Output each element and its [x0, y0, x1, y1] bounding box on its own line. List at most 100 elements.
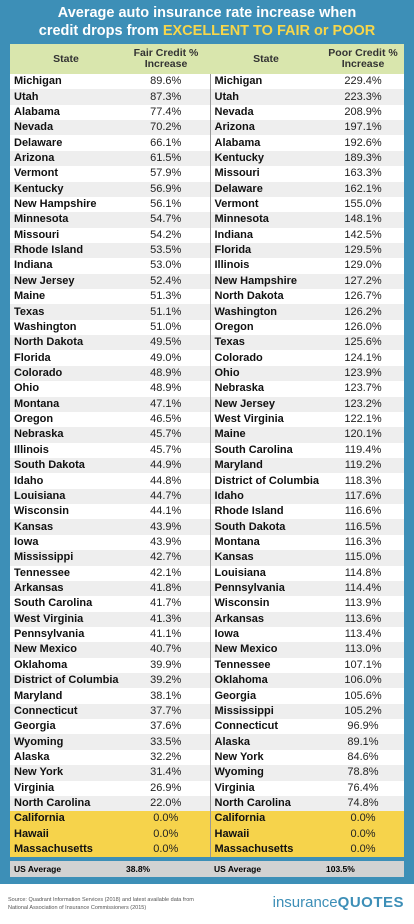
table-row: Michigan 89.6% Michigan 229.4% — [10, 74, 404, 90]
column-header: Fair Credit % Increase — [122, 44, 210, 74]
rate-cell: 119.2% — [322, 457, 404, 474]
table-row: Maine 51.3% North Dakota 126.7% — [10, 289, 404, 305]
state-cell: Indiana — [10, 258, 122, 274]
rate-cell: 42.1% — [122, 565, 210, 581]
table-row: Maryland 38.1% Georgia 105.6% — [10, 688, 404, 704]
table-row: Nebraska 45.7% Maine 120.1% — [10, 427, 404, 443]
state-cell: Arizona — [209, 120, 322, 136]
rate-cell: 87.3% — [122, 89, 210, 105]
rate-cell: 84.6% — [322, 749, 404, 766]
state-cell: Pennsylvania — [209, 580, 322, 597]
rate-cell: 41.7% — [122, 596, 210, 612]
rate-cell: 44.9% — [122, 457, 210, 474]
rate-cell: 39.9% — [122, 657, 210, 674]
rate-cell: 155.0% — [322, 196, 404, 213]
state-cell: Pennsylvania — [10, 626, 122, 643]
table-row: Hawaii 0.0% Hawaii 0.0% — [10, 826, 404, 842]
state-cell: Wisconsin — [10, 504, 122, 520]
state-cell: Kentucky — [10, 181, 122, 197]
state-cell: Oklahoma — [10, 657, 122, 674]
state-cell: Michigan — [10, 74, 122, 90]
state-cell: Rhode Island — [209, 504, 322, 520]
table-row: Pennsylvania 41.1% Iowa 113.4% — [10, 626, 404, 643]
state-cell: North Dakota — [10, 335, 122, 351]
table-row: New Jersey 52.4% New Hampshire 127.2% — [10, 273, 404, 290]
rate-cell: 148.1% — [322, 212, 404, 228]
state-cell: Delaware — [209, 181, 322, 197]
average-table: US Average 38.8% US Average 103.5% — [10, 861, 404, 877]
table-row: South Dakota 44.9% Maryland 119.2% — [10, 457, 404, 474]
rate-cell: 76.4% — [322, 780, 404, 796]
state-cell: Arkansas — [10, 580, 122, 597]
state-cell: Georgia — [209, 688, 322, 704]
rate-cell: 52.4% — [122, 273, 210, 290]
rate-cell: 44.8% — [122, 473, 210, 489]
rate-cell: 37.7% — [122, 703, 210, 720]
state-cell: Nevada — [209, 104, 322, 121]
rate-cell: 114.8% — [322, 565, 404, 581]
state-cell: Florida — [10, 350, 122, 366]
state-cell: Minnesota — [209, 212, 322, 228]
average-value: 38.8% — [122, 861, 210, 877]
table-row: Connecticut 37.7% Mississippi 105.2% — [10, 703, 404, 720]
rate-cell: 39.2% — [122, 673, 210, 689]
table-row: California 0.0% California 0.0% — [10, 811, 404, 827]
table-row: Tennessee 42.1% Louisiana 114.8% — [10, 565, 404, 581]
state-cell: Maine — [209, 427, 322, 443]
table-row: Oregon 46.5% West Virginia 122.1% — [10, 411, 404, 428]
rate-cell: 189.3% — [322, 150, 404, 167]
state-cell: Oregon — [10, 411, 122, 428]
state-cell: Oklahoma — [209, 673, 322, 689]
table-row: Massachusetts 0.0% Massachusetts 0.0% — [10, 841, 404, 858]
table-row: Ohio 48.9% Nebraska 123.7% — [10, 381, 404, 397]
table-row: Mississippi 42.7% Kansas 115.0% — [10, 550, 404, 566]
state-cell: Ohio — [209, 365, 322, 382]
rate-cell: 77.4% — [122, 104, 210, 121]
rate-cell: 163.3% — [322, 166, 404, 182]
source-note: Source: Quadrant Information Services (2… — [8, 897, 194, 911]
rate-cell: 54.2% — [122, 227, 210, 243]
rate-cell: 126.7% — [322, 289, 404, 305]
table-row: Texas 51.1% Washington 126.2% — [10, 304, 404, 320]
table-row: Minnesota 54.7% Minnesota 148.1% — [10, 212, 404, 228]
state-cell: Iowa — [10, 534, 122, 551]
table-row: New York 31.4% Wyoming 78.8% — [10, 765, 404, 781]
state-cell: North Carolina — [10, 795, 122, 812]
rate-cell: 122.1% — [322, 411, 404, 428]
rate-cell: 126.2% — [322, 304, 404, 320]
rate-cell: 53.5% — [122, 242, 210, 259]
state-cell: Virginia — [10, 780, 122, 796]
state-cell: Rhode Island — [10, 242, 122, 259]
state-cell: Maryland — [209, 457, 322, 474]
state-cell: Arizona — [10, 150, 122, 167]
state-cell: Missouri — [10, 227, 122, 243]
state-cell: North Dakota — [209, 289, 322, 305]
table-row: Georgia 37.6% Connecticut 96.9% — [10, 719, 404, 735]
title-highlight: EXCELLENT TO FAIR or POOR — [162, 23, 376, 39]
rate-cell: 0.0% — [122, 826, 210, 842]
state-cell: Colorado — [10, 365, 122, 382]
state-cell: District of Columbia — [10, 673, 122, 689]
title-line: credit drops from EXCELLENT TO FAIR or P… — [0, 22, 414, 40]
state-cell: Wisconsin — [209, 596, 322, 612]
state-cell: Texas — [10, 304, 122, 320]
title: Average auto insurance rate increase whe… — [0, 4, 414, 40]
table-row: Illinois 45.7% South Carolina 119.4% — [10, 442, 404, 458]
state-cell: Hawaii — [10, 826, 122, 842]
state-cell: Montana — [10, 396, 122, 412]
rate-cell: 123.7% — [322, 381, 404, 397]
rate-cell: 43.9% — [122, 519, 210, 535]
state-cell: Georgia — [10, 719, 122, 735]
state-cell: Maryland — [10, 688, 122, 704]
rate-cell: 105.6% — [322, 688, 404, 704]
table-row: District of Columbia 39.2% Oklahoma 106.0% — [10, 673, 404, 689]
table-row: Arizona 61.5% Kentucky 189.3% — [10, 150, 404, 167]
state-cell: South Dakota — [209, 519, 322, 535]
state-cell: Alaska — [10, 749, 122, 766]
table-row: Oklahoma 39.9% Tennessee 107.1% — [10, 657, 404, 674]
rate-cell: 107.1% — [322, 657, 404, 674]
rate-cell: 53.0% — [122, 258, 210, 274]
state-cell: California — [10, 811, 122, 827]
rate-cell: 89.1% — [322, 734, 404, 750]
column-header: State — [210, 44, 322, 74]
